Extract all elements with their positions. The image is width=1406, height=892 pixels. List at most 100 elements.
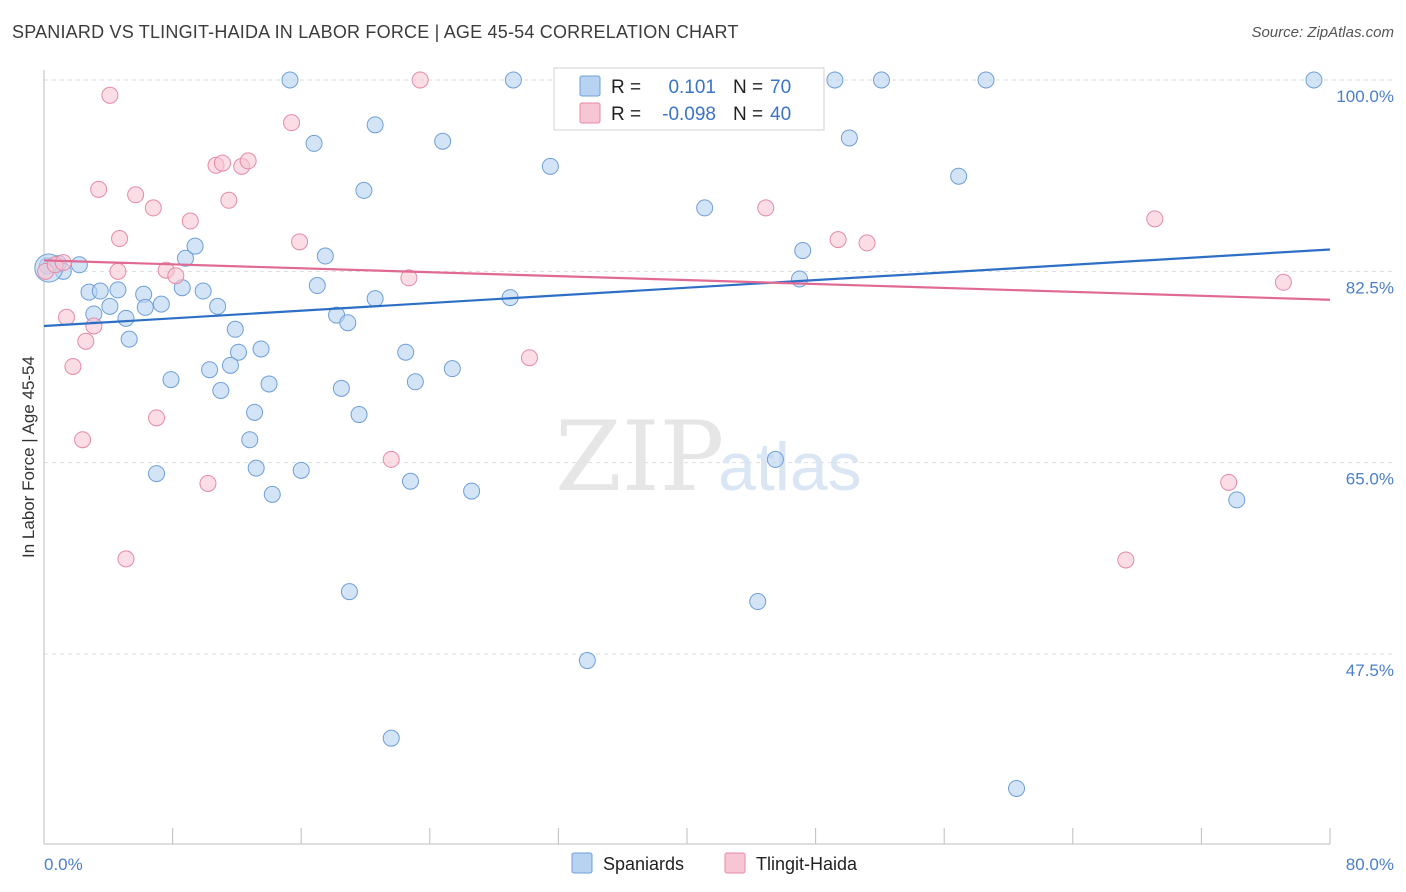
chart-title: SPANIARD VS TLINGIT-HAIDA IN LABOR FORCE…	[12, 22, 739, 42]
spaniards-point	[260, 375, 278, 393]
y-tick-label: 82.5%	[1346, 278, 1394, 297]
spaniards-point	[766, 450, 784, 468]
spaniards-point	[332, 379, 350, 397]
spaniards-point	[355, 181, 373, 199]
spaniards-point	[194, 282, 212, 300]
spaniards-point	[152, 295, 170, 313]
spaniards-point	[241, 431, 259, 449]
spaniards-point	[246, 403, 264, 421]
spaniards-point	[209, 297, 227, 315]
series-legend: Spaniards Tlingit-Haida	[571, 852, 858, 874]
tlingit-haida-point	[382, 450, 400, 468]
legend-n-label-spaniards: N =	[733, 77, 763, 98]
spaniards-point	[230, 343, 248, 361]
spaniards-point	[109, 281, 127, 299]
spaniards-point	[443, 360, 461, 378]
spaniards-point	[247, 459, 265, 477]
spaniards-point	[541, 157, 559, 175]
spaniards-point	[749, 593, 767, 611]
tlingit-haida-point	[117, 550, 135, 568]
bottom-legend-label-tlingit-haida: Tlingit-Haida	[756, 854, 858, 874]
spaniards-point	[91, 282, 109, 300]
watermark-atlas: atlas	[718, 429, 862, 505]
tlingit-haida-point	[85, 317, 103, 335]
spaniards-point	[463, 482, 481, 500]
tlingit-haida-point	[109, 262, 127, 280]
spaniards-point	[263, 485, 281, 503]
watermark: ZIP atlas	[555, 401, 862, 513]
spaniards-point	[826, 71, 844, 89]
tlingit-haida-point	[74, 431, 92, 449]
tlingit-haida-point	[1220, 473, 1238, 491]
bottom-legend-swatch-spaniards	[571, 852, 593, 874]
tlingit-haida-point	[283, 114, 301, 132]
spaniards-point	[794, 242, 812, 260]
spaniards-point	[366, 116, 384, 134]
tlingit-haida-point	[213, 154, 231, 172]
x-ticks	[172, 828, 1331, 844]
tlingit-haida-point	[111, 230, 129, 248]
spaniards-point	[1305, 71, 1323, 89]
legend-n-label-tlingit-haida: N =	[733, 104, 763, 125]
spaniards-point	[212, 382, 230, 400]
spaniards-point	[305, 134, 323, 152]
spaniards-point	[120, 330, 138, 348]
spaniards-point	[148, 465, 166, 483]
spaniards-point	[340, 583, 358, 601]
tlingit-haida-trend-line	[43, 259, 1331, 301]
tlingit-haida-point	[400, 269, 418, 287]
tlingit-haida-point	[1117, 551, 1135, 569]
y-tick-label: 100.0%	[1336, 87, 1394, 106]
tlingit-haida-point	[1274, 273, 1292, 291]
tlingit-haida-point	[77, 332, 95, 350]
spaniards-point	[316, 247, 334, 265]
spaniards-point	[578, 652, 596, 670]
tlingit-haida-point	[411, 71, 429, 89]
spaniards-point	[840, 129, 858, 147]
trend-lines	[43, 248, 1331, 328]
stats-legend: R = 0.101 N = 70 R = -0.098 N = 40	[553, 67, 825, 131]
legend-swatch-tlingit-haida	[579, 102, 601, 124]
watermark-zip: ZIP	[555, 401, 724, 513]
tlingit-haida-point	[90, 180, 108, 198]
tlingit-haida-point	[1146, 210, 1164, 228]
tlingit-haida-point	[101, 86, 119, 104]
spaniards-point	[252, 340, 270, 358]
spaniards-point	[977, 71, 995, 89]
spaniards-point	[504, 71, 522, 89]
spaniards-point	[136, 298, 154, 316]
spaniards-point	[101, 297, 119, 315]
tlingit-haida-point	[220, 191, 238, 209]
x-tick-label-min: 0.0%	[44, 855, 83, 874]
spaniards-point	[397, 343, 415, 361]
spaniards-point	[281, 71, 299, 89]
spaniards-point	[162, 371, 180, 389]
spaniards-point	[873, 71, 891, 89]
tlingit-haida-points	[37, 71, 1292, 569]
tlingit-haida-point	[148, 409, 166, 427]
legend-r-label-tlingit-haida: R =	[611, 104, 641, 125]
y-axis-label: In Labor Force | Age 45-54	[19, 356, 38, 558]
legend-r-label-spaniards: R =	[611, 77, 641, 98]
tlingit-haida-point	[199, 474, 217, 492]
spaniards-point	[1228, 491, 1246, 509]
tlingit-haida-point	[520, 349, 538, 367]
tlingit-haida-point	[181, 212, 199, 230]
spaniards-point	[221, 356, 239, 374]
legend-r-value-tlingit-haida: -0.098	[662, 104, 716, 125]
spaniards-point	[292, 461, 310, 479]
spaniards-point	[201, 361, 219, 379]
y-tick-label: 65.0%	[1346, 470, 1394, 489]
tlingit-haida-point	[829, 231, 847, 249]
spaniards-point	[950, 167, 968, 185]
spaniards-point	[1008, 779, 1026, 797]
tlingit-haida-point	[58, 308, 76, 326]
spaniards-point	[366, 290, 384, 308]
spaniards-point	[406, 373, 424, 391]
spaniards-point	[117, 309, 135, 327]
tlingit-haida-point	[54, 254, 72, 272]
tlingit-haida-point	[144, 199, 162, 217]
source-credit: Source: ZipAtlas.com	[1251, 24, 1394, 41]
tlingit-haida-point	[757, 199, 775, 217]
